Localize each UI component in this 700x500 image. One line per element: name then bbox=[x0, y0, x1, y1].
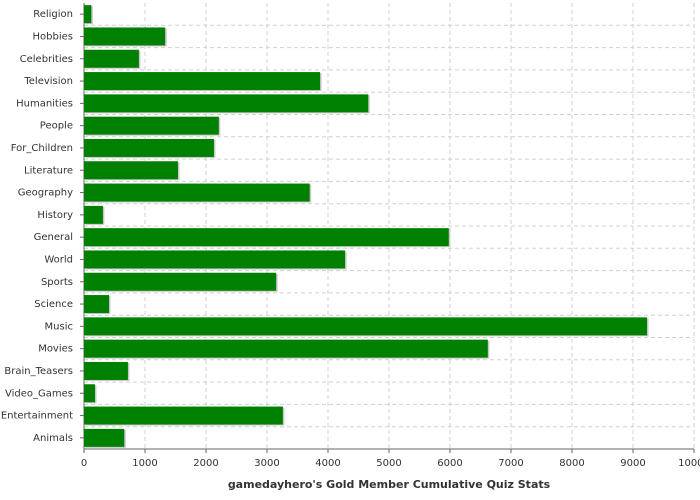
bar bbox=[84, 317, 648, 336]
x-tick-label: 9000 bbox=[620, 458, 645, 469]
x-tick-label: 10000 bbox=[678, 458, 700, 469]
x-tick-label: 5000 bbox=[376, 458, 401, 469]
bar bbox=[84, 94, 369, 113]
y-tick-label: Geography bbox=[18, 188, 73, 199]
y-tick-label: Music bbox=[45, 321, 73, 332]
y-tick-label: Entertainment bbox=[1, 411, 73, 422]
bar bbox=[84, 183, 310, 202]
bar bbox=[84, 49, 139, 68]
y-tick-label: Sports bbox=[41, 277, 73, 288]
y-tick-label: Movies bbox=[38, 344, 73, 355]
bar bbox=[84, 138, 214, 157]
x-tick-label: 4000 bbox=[315, 458, 340, 469]
y-tick-label: Religion bbox=[33, 9, 73, 20]
y-tick-label: Television bbox=[23, 76, 73, 87]
x-tick-label: 1000 bbox=[132, 458, 157, 469]
x-tick-label: 6000 bbox=[437, 458, 462, 469]
bar bbox=[84, 205, 103, 224]
y-tick-label: General bbox=[34, 232, 73, 243]
y-tick-label: Literature bbox=[24, 165, 73, 176]
x-tick-label: 0 bbox=[81, 458, 87, 469]
y-tick-label: Video_Games bbox=[5, 388, 73, 399]
y-tick-label: Science bbox=[34, 299, 73, 310]
y-tick-label: History bbox=[37, 210, 73, 221]
bar bbox=[84, 339, 488, 358]
bar bbox=[84, 295, 110, 314]
y-tick-label: Humanities bbox=[16, 98, 73, 109]
y-tick-label: World bbox=[44, 254, 73, 265]
y-tick-label: Celebrities bbox=[20, 54, 73, 65]
bar bbox=[84, 406, 283, 425]
x-tick-label: 2000 bbox=[193, 458, 218, 469]
y-tick-label: Hobbies bbox=[33, 31, 73, 42]
bar bbox=[84, 5, 92, 24]
bar bbox=[84, 250, 346, 269]
y-tick-label: Animals bbox=[33, 433, 73, 444]
y-tick-label: For_Children bbox=[11, 143, 73, 154]
bar bbox=[84, 116, 219, 135]
bar bbox=[84, 428, 125, 447]
bar bbox=[84, 272, 277, 291]
x-tick-label: 8000 bbox=[559, 458, 584, 469]
x-axis-label: gamedayhero's Gold Member Cumulative Qui… bbox=[228, 478, 551, 491]
bar bbox=[84, 72, 321, 91]
bar bbox=[84, 361, 128, 380]
bar bbox=[84, 27, 166, 46]
x-tick-label: 3000 bbox=[254, 458, 279, 469]
y-tick-label: People bbox=[40, 121, 73, 132]
bar bbox=[84, 161, 178, 180]
bar bbox=[84, 384, 95, 403]
x-tick-label: 7000 bbox=[498, 458, 523, 469]
y-tick-label: Brain_Teasers bbox=[4, 366, 73, 377]
bar bbox=[84, 228, 449, 247]
